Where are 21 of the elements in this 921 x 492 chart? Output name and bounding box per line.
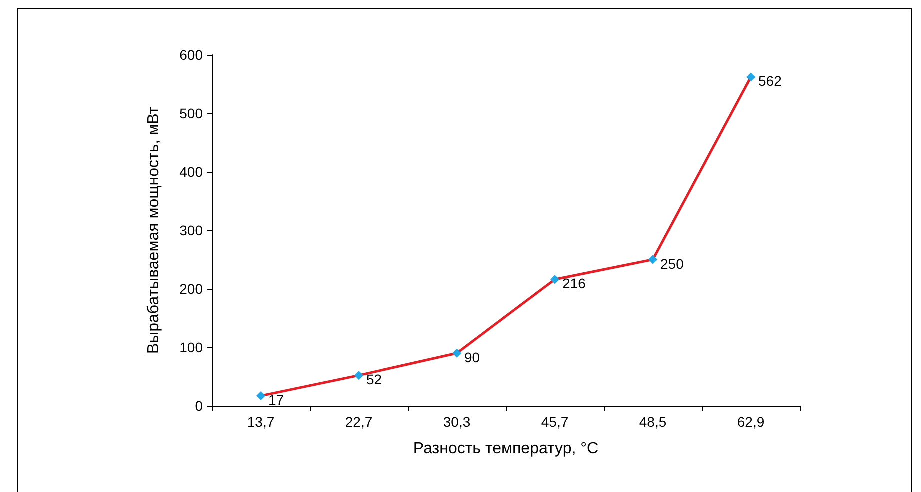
x-tick-label: 13,7	[247, 414, 275, 430]
y-tick-label: 600	[180, 47, 204, 63]
x-tick-label: 22,7	[345, 414, 373, 430]
data-label: 17	[268, 392, 284, 408]
y-tick-label: 200	[180, 281, 204, 297]
x-axis-title: Разность температур, °C	[413, 440, 599, 458]
data-label: 250	[660, 256, 684, 272]
y-axis-title: Вырабатываемая мощность, мВт	[146, 106, 162, 354]
x-tick-label: 62,9	[737, 414, 765, 430]
y-tick-label: 100	[180, 340, 204, 356]
x-tick-label: 48,5	[639, 414, 667, 430]
data-label: 90	[464, 349, 480, 366]
x-tick-label: 45,7	[541, 414, 569, 430]
y-tick-label: 500	[180, 106, 204, 122]
y-tick-label: 0	[195, 398, 204, 414]
y-tick-label: 400	[180, 164, 204, 180]
data-label: 52	[366, 372, 382, 388]
data-label: 562	[758, 73, 782, 90]
data-label: 216	[562, 276, 586, 292]
x-tick-label: 30,3	[443, 414, 471, 430]
y-tick-label: 300	[180, 222, 204, 238]
